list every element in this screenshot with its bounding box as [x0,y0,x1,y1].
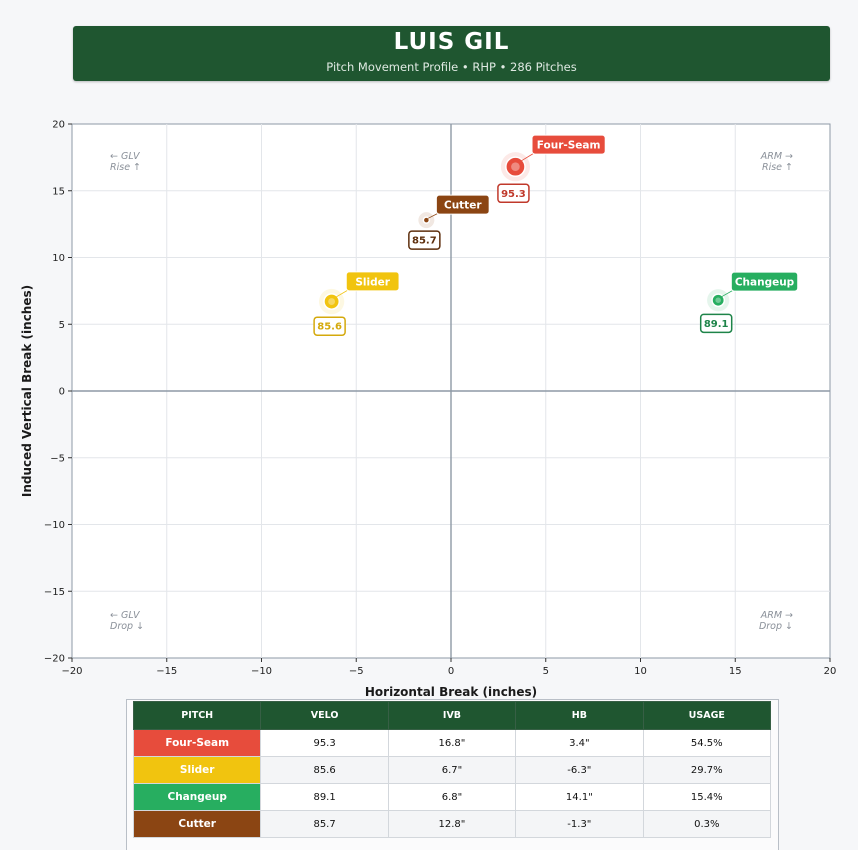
velo-cell: 85.7 [260,810,389,838]
pitch-summary-table-container: PITCH VELO IVB HB USAGE Four-Seam 95.3 1… [126,699,779,850]
pitch-point [323,293,341,310]
usage-cell: 0.3% [642,810,772,838]
usage-cell: 29.7% [642,756,772,784]
pitch-name-label: Four-Seam [537,140,601,152]
corner-label-bottom-right: ARM → [760,610,793,621]
corner-label-bottom-left: ← GLV [110,610,141,621]
table-row: Slider 85.6 6.7" -6.3" 29.7% [132,756,772,784]
table-header-row: PITCH VELO IVB HB USAGE [132,701,772,730]
pitch-name-tag [531,134,606,155]
pitch-marker-group: Slider 85.6 [313,271,400,336]
y-tick-label: 10 [52,253,65,264]
pitch-summary-table: PITCH VELO IVB HB USAGE Four-Seam 95.3 1… [132,701,772,838]
col-header-hb: HB [515,701,644,730]
hb-cell: -6.3" [515,756,644,784]
y-tick-label: −15 [44,587,65,598]
velo-label: 95.3 [501,189,526,200]
hb-cell: 3.4" [515,729,644,757]
col-header-usage: USAGE [642,701,772,730]
x-tick-label: 15 [729,666,742,677]
corner-label-top-left: Rise ↑ [110,162,141,173]
label-leader [520,152,535,162]
pitch-name-label: Changeup [735,277,795,289]
y-tick-label: 20 [52,120,65,131]
pitch-marker-group: Four-Seam 95.3 [497,134,606,204]
x-tick-label: 0 [448,666,454,677]
col-header-pitch: PITCH [132,701,262,730]
page-title: LUIS GIL [393,29,510,55]
col-header-ivb: IVB [387,701,517,730]
label-leader [427,212,439,219]
ivb-cell: 12.8" [387,810,517,838]
title-banner: LUIS GIL Pitch Movement Profile • RHP • … [73,26,830,81]
usage-cell: 54.5% [642,729,772,757]
pitch-point [422,216,431,224]
pitch-point-core [715,297,721,303]
velo-label: 89.1 [704,319,729,330]
corner-label-top-right: ARM → [760,151,793,162]
pitch-point-core [328,298,336,305]
velo-label: 85.6 [317,322,342,333]
col-header-velo: VELO [260,701,389,730]
x-axis-label: Horizontal Break (inches) [365,685,537,699]
pitch-name-tag [435,194,490,215]
x-tick-label: 5 [543,666,549,677]
corner-label-top-right: Rise ↑ [762,162,793,173]
y-tick-label: 15 [52,186,65,197]
corner-label-bottom-left: Drop ↓ [110,621,144,632]
y-tick-label: 0 [59,387,65,398]
y-axis-label: Induced Vertical Break (inches) [20,285,34,497]
velo-cell: 89.1 [260,783,389,811]
x-tick-label: −20 [61,666,82,677]
label-leader [336,289,349,298]
pitch-name-cell: Slider [132,756,262,784]
usage-cell: 15.4% [642,783,772,811]
hb-cell: -1.3" [515,810,644,838]
table-row: Cutter 85.7 12.8" -1.3" 0.3% [132,810,772,838]
velo-cell: 95.3 [260,729,389,757]
pitch-point [711,293,726,308]
velo-label: 85.7 [412,236,437,247]
pitch-name-label: Slider [355,276,390,288]
ivb-cell: 6.8" [387,783,517,811]
corner-label-bottom-right: Drop ↓ [759,621,793,632]
pitch-name-label: Cutter [444,200,482,212]
label-leader [721,289,734,297]
velo-cell: 85.6 [260,756,389,784]
pitch-movement-chart: −20 −15 −10 −5 0 5 10 15 20 −20 −15 −10 −5 0 5 10 15 20 Ho… [20,120,837,700]
pitch-marker-group: Cutter 85.7 [408,194,490,250]
velo-badge [408,230,441,250]
pitch-marker-group: Changeup 89.1 [699,271,799,334]
corner-label-top-left: ← GLV [110,151,141,162]
pitch-point [505,156,526,178]
hb-cell: 14.1" [515,783,644,811]
pitch-name-cell: Changeup [132,783,262,811]
table-row: Changeup 89.1 6.8" 14.1" 15.4% [132,783,772,811]
x-tick-label: −15 [156,666,177,677]
x-tick-label: 10 [634,666,647,677]
pitch-name-tag [345,271,400,292]
velo-badge [497,183,530,204]
pitch-name-cell: Four-Seam [132,729,262,757]
table-row: Four-Seam 95.3 16.8" 3.4" 54.5% [132,729,772,757]
y-tick-label: −20 [44,654,65,665]
x-tick-label: 20 [824,666,837,677]
x-tick-label: −10 [251,666,272,677]
velo-badge [313,316,346,336]
page-subtitle: Pitch Movement Profile • RHP • 286 Pitch… [326,60,577,74]
velo-badge [699,313,733,334]
pitch-name-cell: Cutter [132,810,262,838]
ivb-cell: 16.8" [387,729,517,757]
y-tick-label: −10 [44,520,65,531]
x-tick-label: −5 [349,666,364,677]
pitch-name-tag [730,271,799,292]
pitch-point-core [511,162,520,172]
y-tick-label: 5 [59,320,65,331]
y-tick-label: −5 [50,453,65,464]
ivb-cell: 6.7" [387,756,517,784]
